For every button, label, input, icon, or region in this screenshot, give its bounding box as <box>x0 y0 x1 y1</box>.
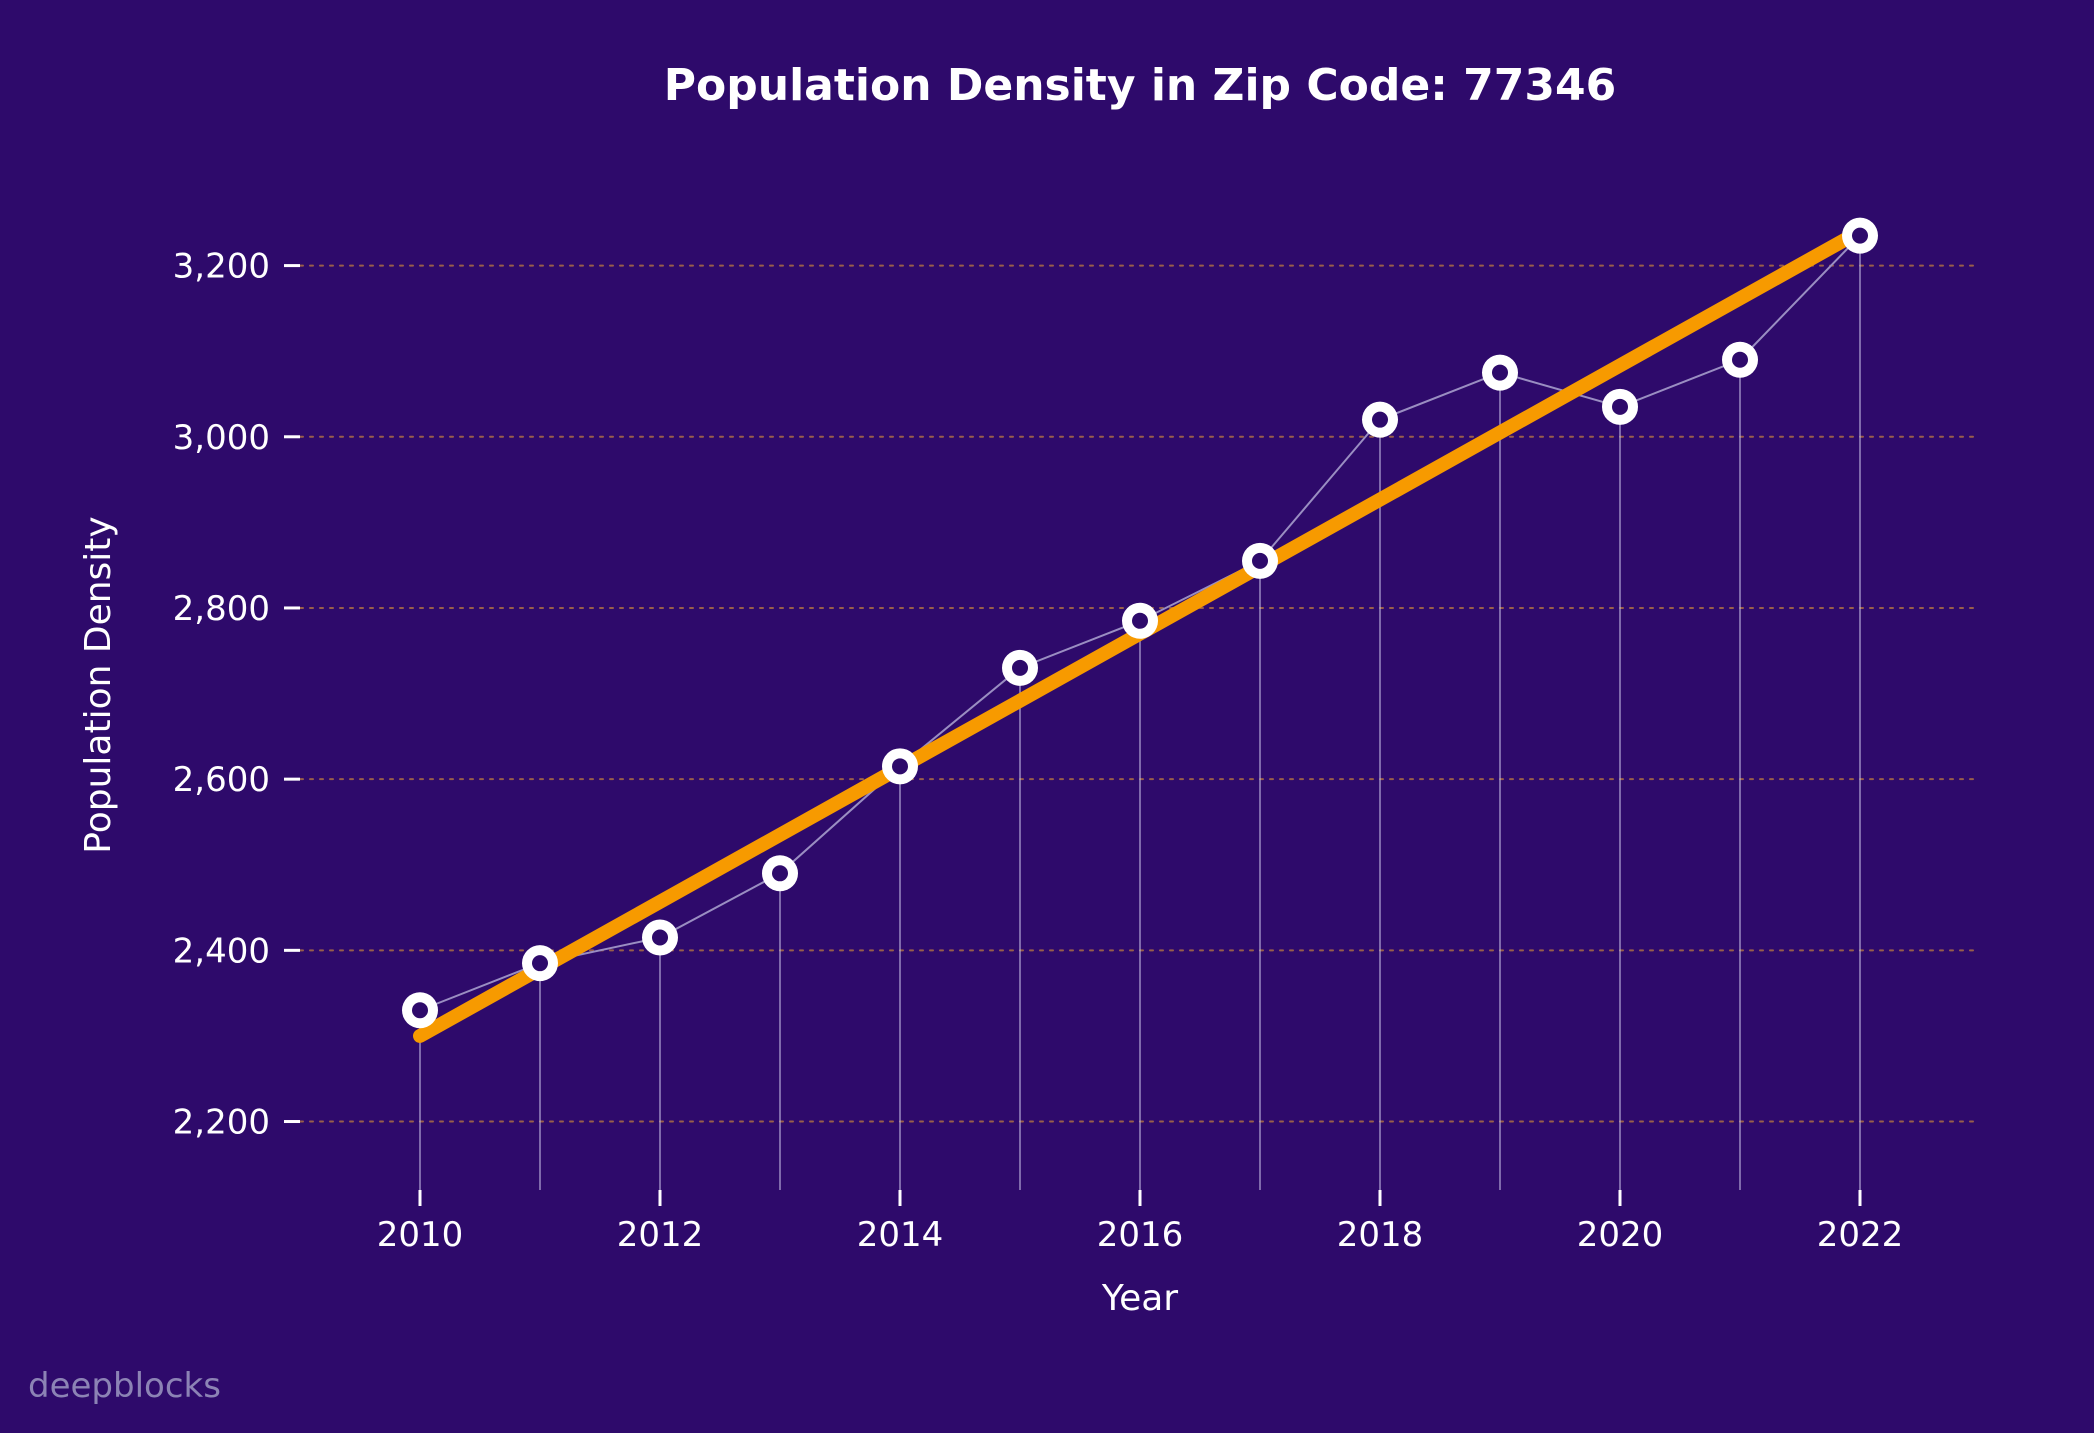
xtick-label: 2010 <box>377 1215 464 1255</box>
xtick-label: 2020 <box>1577 1215 1664 1255</box>
chart-container: Population Density in Zip Code: 77346 2,2… <box>0 0 2094 1433</box>
data-marker <box>1842 218 1878 254</box>
data-marker <box>522 945 558 981</box>
xtick-label: 2014 <box>857 1215 944 1255</box>
chart-title: Population Density in Zip Code: 77346 <box>664 60 1616 111</box>
data-marker <box>762 855 798 891</box>
data-marker <box>882 748 918 784</box>
ytick-label: 2,600 <box>173 760 270 800</box>
xtick-label: 2018 <box>1337 1215 1424 1255</box>
data-marker <box>1602 389 1638 425</box>
data-marker <box>1002 650 1038 686</box>
data-marker <box>1362 402 1398 438</box>
data-marker <box>1122 603 1158 639</box>
watermark: deepblocks <box>28 1366 221 1406</box>
xtick-label: 2016 <box>1097 1215 1184 1255</box>
ytick-label: 2,400 <box>173 931 270 971</box>
xtick-label: 2012 <box>617 1215 704 1255</box>
ytick-label: 2,200 <box>173 1103 270 1143</box>
data-marker <box>1722 342 1758 378</box>
ytick-label: 3,200 <box>173 247 270 287</box>
x-axis-label: Year <box>1101 1278 1178 1319</box>
data-marker <box>642 920 678 956</box>
data-marker <box>1482 355 1518 391</box>
data-marker <box>1242 543 1278 579</box>
xtick-label: 2022 <box>1817 1215 1904 1255</box>
ytick-label: 2,800 <box>173 589 270 629</box>
data-marker <box>402 992 438 1028</box>
ytick-label: 3,000 <box>173 418 270 458</box>
chart-background <box>0 0 2094 1433</box>
y-axis-label: Population Density <box>78 516 119 853</box>
chart-svg: Population Density in Zip Code: 77346 2,2… <box>0 0 2094 1433</box>
